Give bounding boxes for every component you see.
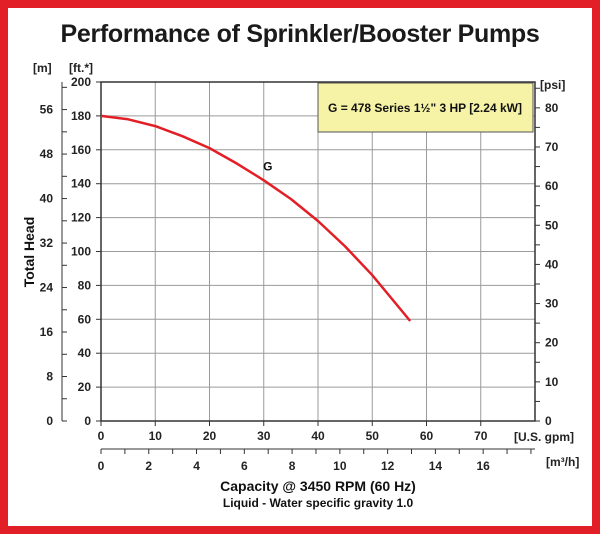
y-tick-label-feet: 180 xyxy=(71,109,91,123)
x-tick-label-gpm: 40 xyxy=(311,429,325,443)
unit-m3h: [m³/h] xyxy=(546,455,579,469)
x-tick-label-gpm: 30 xyxy=(257,429,271,443)
y-tick-label-feet: 20 xyxy=(78,380,92,394)
y-axis-title: Total Head xyxy=(21,217,37,288)
fluid-note: Liquid - Water specific gravity 1.0 xyxy=(223,496,414,510)
y-tick-label-psi: 60 xyxy=(545,179,559,193)
x-tick-label-m3h: 6 xyxy=(241,459,248,473)
y-tick-label-feet: 140 xyxy=(71,177,91,191)
curves: G xyxy=(100,114,412,322)
x-tick-label-m3h: 0 xyxy=(98,459,105,473)
y-tick-label-psi: 20 xyxy=(545,336,559,350)
x-tick-label-m3h: 12 xyxy=(381,459,395,473)
x-tick-label-gpm: 0 xyxy=(98,429,105,443)
unit-meters: [m] xyxy=(33,61,52,75)
y-tick-label-psi: 70 xyxy=(545,140,559,154)
y-tick-label-feet: 120 xyxy=(71,211,91,225)
y-tick-label-meters: 32 xyxy=(40,236,54,250)
y-tick-label-psi: 30 xyxy=(545,297,559,311)
y-tick-label-meters: 56 xyxy=(40,103,54,117)
axes xyxy=(61,81,540,454)
y-tick-label-feet: 40 xyxy=(78,346,92,360)
x-tick-label-gpm: 70 xyxy=(474,429,488,443)
pump-curve-g xyxy=(100,114,412,322)
unit-gpm: [U.S. gpm] xyxy=(514,430,574,444)
legend-box: G = 478 Series 1½" 3 HP [2.24 kW] xyxy=(317,82,534,133)
x-tick-label-m3h: 16 xyxy=(476,459,490,473)
y-tick-label-feet: 0 xyxy=(84,414,91,428)
y-tick-label-meters: 48 xyxy=(40,147,54,161)
x-tick-label-gpm: 20 xyxy=(203,429,217,443)
unit-psi: [psi] xyxy=(540,78,565,92)
x-tick-label-m3h: 4 xyxy=(193,459,200,473)
unit-feet: [ft.*] xyxy=(69,61,93,75)
y-tick-label-psi: 0 xyxy=(545,414,552,428)
y-tick-label-meters: 0 xyxy=(46,414,53,428)
y-tick-label-feet: 160 xyxy=(71,143,91,157)
legend-background xyxy=(317,82,534,133)
chart-title: Performance of Sprinkler/Booster Pumps xyxy=(60,20,540,48)
y-tick-label-feet: 60 xyxy=(78,312,92,326)
x-tick-label-m3h: 2 xyxy=(145,459,152,473)
y-tick-label-feet: 80 xyxy=(78,278,92,292)
y-tick-label-feet: 100 xyxy=(71,245,91,259)
x-tick-label-gpm: 60 xyxy=(420,429,434,443)
tick-labels: 0204060801001201401601802000816243240485… xyxy=(40,75,559,473)
y-tick-label-psi: 50 xyxy=(545,218,559,232)
x-tick-label-m3h: 14 xyxy=(429,459,443,473)
y-tick-label-psi: 10 xyxy=(545,375,559,389)
y-tick-label-psi: 80 xyxy=(545,101,559,115)
y-tick-label-meters: 8 xyxy=(46,370,53,384)
x-axis-title: Capacity @ 3450 RPM (60 Hz) xyxy=(220,478,416,494)
curve-label: G xyxy=(263,159,272,173)
y-tick-label-psi: 40 xyxy=(545,257,559,271)
y-tick-label-meters: 40 xyxy=(40,192,54,206)
y-tick-label-meters: 16 xyxy=(40,325,54,339)
y-tick-label-meters: 24 xyxy=(40,281,54,295)
x-tick-label-m3h: 10 xyxy=(333,459,347,473)
x-tick-label-m3h: 8 xyxy=(289,459,296,473)
x-tick-label-gpm: 10 xyxy=(149,429,163,443)
legend-entry: G = 478 Series 1½" 3 HP [2.24 kW] xyxy=(328,101,522,115)
y-tick-label-feet: 200 xyxy=(71,75,91,89)
x-tick-label-gpm: 50 xyxy=(366,429,380,443)
